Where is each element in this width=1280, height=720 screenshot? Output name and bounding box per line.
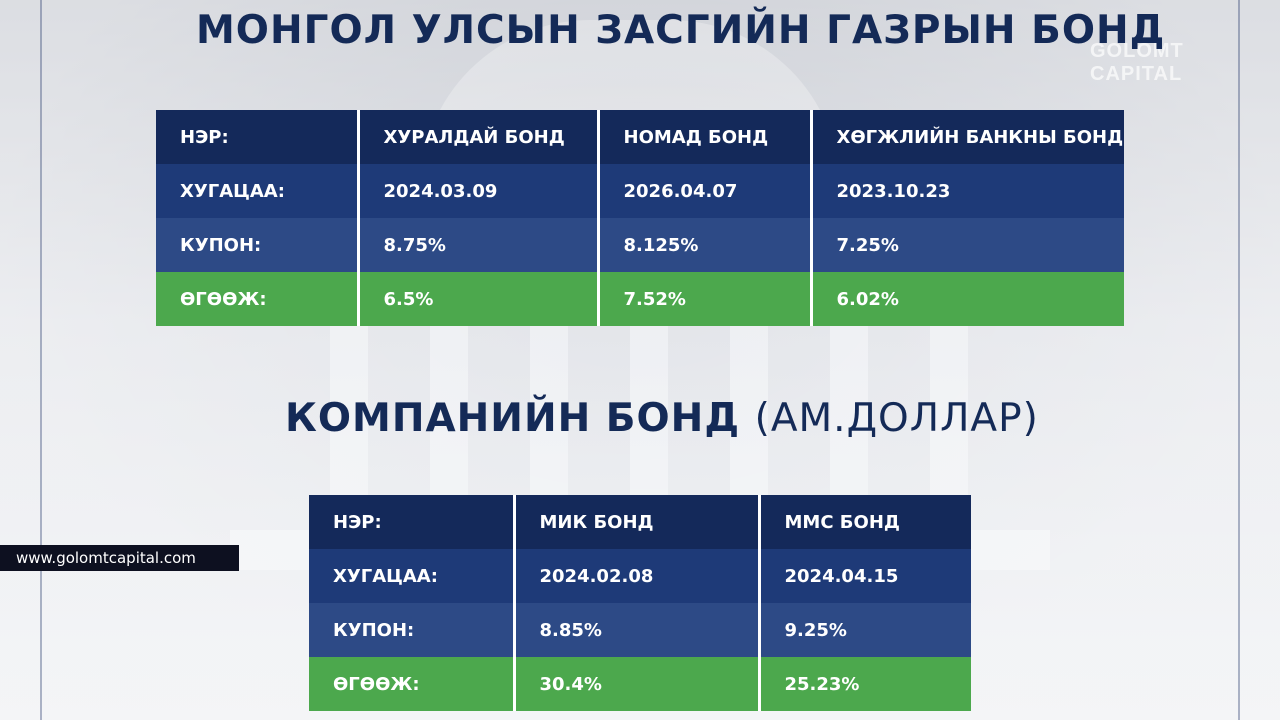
row-label: КУПОН: xyxy=(156,218,360,272)
coupon-cell: 8.75% xyxy=(358,218,600,272)
bond-name-cell: ХУРАЛДАЙ БОНД xyxy=(358,110,600,164)
corporate-bond-title-main: КОМПАНИЙН БОНД xyxy=(285,396,741,441)
yield-cell: 6.5% xyxy=(358,272,600,326)
table-row-name: НЭР: ХУРАЛДАЙ БОНД НОМАД БОНД ХӨГЖЛИЙН Б… xyxy=(156,110,1124,164)
bond-name-cell: МИК БОНД xyxy=(514,495,761,549)
coupon-cell: 8.85% xyxy=(514,603,761,657)
corporate-bond-title: КОМПАНИЙН БОНД (АМ.ДОЛЛАР) xyxy=(285,396,1039,441)
corporate-bond-currency: (АМ.ДОЛЛАР) xyxy=(754,396,1039,441)
coupon-cell: 7.25% xyxy=(811,218,1124,272)
website-url-badge: www.golomtcapital.com xyxy=(0,545,239,571)
corporate-bond-table: НЭР: МИК БОНД ММС БОНД ХУГАЦАА: 2024.02.… xyxy=(309,495,971,711)
table-row-maturity: ХУГАЦАА: 2024.03.09 2026.04.07 2023.10.2… xyxy=(156,164,1124,218)
maturity-cell: 2023.10.23 xyxy=(811,164,1124,218)
table-row-yield: ӨГӨӨЖ: 30.4% 25.23% xyxy=(309,657,971,711)
row-label: КУПОН: xyxy=(309,603,516,657)
table-row-yield: ӨГӨӨЖ: 6.5% 7.52% 6.02% xyxy=(156,272,1124,326)
yield-cell: 30.4% xyxy=(514,657,761,711)
coupon-cell: 9.25% xyxy=(759,603,971,657)
table-row-coupon: КУПОН: 8.85% 9.25% xyxy=(309,603,971,657)
yield-cell: 6.02% xyxy=(811,272,1124,326)
bond-name-cell: ХӨГЖЛИЙН БАНКНЫ БОНД xyxy=(811,110,1124,164)
yield-cell: 25.23% xyxy=(759,657,971,711)
maturity-cell: 2026.04.07 xyxy=(598,164,813,218)
coupon-cell: 8.125% xyxy=(598,218,813,272)
row-label: НЭР: xyxy=(156,110,360,164)
government-bond-title: МОНГОЛ УЛСЫН ЗАСГИЙН ГАЗРЫН БОНД xyxy=(196,8,1166,53)
row-label: ӨГӨӨЖ: xyxy=(156,272,360,326)
maturity-cell: 2024.04.15 xyxy=(759,549,971,603)
maturity-cell: 2024.02.08 xyxy=(514,549,761,603)
frame-line-right xyxy=(1238,0,1240,720)
government-bond-table: НЭР: ХУРАЛДАЙ БОНД НОМАД БОНД ХӨГЖЛИЙН Б… xyxy=(156,110,1124,326)
table-row-maturity: ХУГАЦАА: 2024.02.08 2024.04.15 xyxy=(309,549,971,603)
table-row-coupon: КУПОН: 8.75% 8.125% 7.25% xyxy=(156,218,1124,272)
bond-name-cell: ММС БОНД xyxy=(759,495,971,549)
row-label: ХУГАЦАА: xyxy=(309,549,516,603)
bond-name-cell: НОМАД БОНД xyxy=(598,110,813,164)
row-label: НЭР: xyxy=(309,495,516,549)
frame-line-left xyxy=(40,0,42,720)
yield-cell: 7.52% xyxy=(598,272,813,326)
brand-watermark: GOLOMT CAPITAL xyxy=(1090,40,1184,85)
table-row-name: НЭР: МИК БОНД ММС БОНД xyxy=(309,495,971,549)
maturity-cell: 2024.03.09 xyxy=(358,164,600,218)
row-label: ӨГӨӨЖ: xyxy=(309,657,516,711)
row-label: ХУГАЦАА: xyxy=(156,164,360,218)
